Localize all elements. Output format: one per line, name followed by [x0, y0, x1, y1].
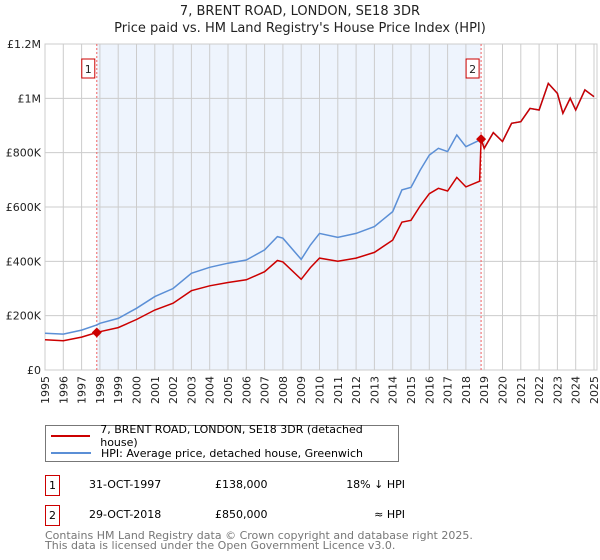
- chart-title: 7, BRENT ROAD, LONDON, SE18 3DR: [179, 4, 421, 19]
- x-tick-label: 2017: [442, 376, 455, 404]
- footer-licence: This data is licensed under the Open Gov…: [45, 539, 396, 552]
- legend-swatch-blue: [51, 452, 91, 454]
- sale-date: 29-OCT-2018: [89, 508, 162, 521]
- x-tick-label: 2010: [314, 376, 327, 404]
- x-tick-label: 2005: [222, 376, 235, 404]
- x-tick-label: 1996: [57, 376, 70, 404]
- y-tick-label: £0: [27, 364, 41, 377]
- sale-price: £138,000: [215, 478, 268, 491]
- x-tick-label: 2024: [570, 376, 583, 404]
- sale-row: 2 29-OCT-2018 £850,000 ≈ HPI: [45, 505, 405, 526]
- y-tick-label: £200K: [6, 310, 42, 323]
- x-tick-label: 1995: [39, 376, 52, 404]
- y-tick-label: £1.2M: [7, 38, 41, 51]
- x-tick-label: 1999: [112, 376, 125, 404]
- sale-marker-label: 2: [469, 63, 476, 76]
- property-price-line: [44, 81, 595, 342]
- x-tick-label: 2001: [149, 376, 162, 404]
- x-tick-label: 2006: [240, 376, 253, 404]
- x-tick-label: 2003: [185, 376, 198, 404]
- sale-marker-box: [465, 58, 480, 79]
- chart-subtitle: Price paid vs. HM Land Registry's House …: [114, 21, 486, 36]
- x-tick-label: 2009: [295, 376, 308, 404]
- x-tick-label: 2025: [588, 376, 600, 404]
- x-tick-label: 2002: [167, 376, 180, 404]
- x-tick-label: 2020: [497, 376, 510, 404]
- x-tick-label: 1997: [76, 376, 89, 404]
- legend: 7, BRENT ROAD, LONDON, SE18 3DR (detache…: [45, 423, 399, 462]
- x-tick-label: 2008: [277, 376, 290, 404]
- sale-marker-label: 2: [45, 505, 60, 526]
- legend-item-hpi: HPI: Average price, detached house, Gree…: [46, 445, 363, 461]
- y-tick-label: £1M: [18, 92, 42, 105]
- x-tick-label: 2018: [460, 376, 473, 404]
- sale-vs-hpi: ≈ HPI: [374, 508, 405, 521]
- sale-marker-label: 1: [85, 63, 92, 76]
- x-tick-label: 2011: [332, 376, 345, 404]
- sale-row: 1 31-OCT-1997 £138,000 18% ↓ HPI: [45, 475, 405, 496]
- x-tick-label: 2021: [515, 376, 528, 404]
- y-tick-label: £800K: [6, 147, 42, 160]
- sale-price: £850,000: [215, 508, 268, 521]
- y-tick-label: £400K: [6, 255, 42, 268]
- sale-marker-label: 1: [45, 475, 60, 496]
- sale-marker-box: [81, 58, 96, 79]
- x-tick-label: 1998: [94, 376, 107, 404]
- legend-swatch-red: [51, 435, 91, 437]
- legend-item-property: 7, BRENT ROAD, LONDON, SE18 3DR (detache…: [46, 423, 398, 449]
- x-tick-label: 2019: [478, 376, 491, 404]
- x-tick-label: 2007: [259, 376, 272, 404]
- sale-vs-hpi: 18% ↓ HPI: [346, 478, 405, 491]
- x-tick-label: 2012: [350, 376, 363, 404]
- x-tick-label: 2000: [131, 376, 144, 404]
- x-tick-label: 2004: [204, 376, 217, 404]
- x-tick-label: 2016: [423, 376, 436, 404]
- x-tick-label: 2023: [551, 376, 564, 404]
- sale-point: [476, 134, 487, 145]
- x-tick-label: 2022: [533, 376, 546, 404]
- legend-label: 7, BRENT ROAD, LONDON, SE18 3DR (detache…: [100, 423, 363, 449]
- sale-point: [91, 327, 102, 338]
- legend-label: HPI: Average price, detached house, Gree…: [101, 446, 364, 460]
- x-tick-label: 2014: [387, 376, 400, 404]
- y-tick-label: £600K: [6, 201, 42, 214]
- footer-copyright: Contains HM Land Registry data © Crown c…: [45, 529, 473, 542]
- sale-date: 31-OCT-1997: [89, 478, 162, 491]
- price-chart: 1995 1996 1997 1998 1999 2000 2001 2002 2003 2004…: [6, 38, 600, 404]
- x-tick-label: 2015: [405, 376, 418, 404]
- x-tick-label: 2013: [368, 376, 381, 404]
